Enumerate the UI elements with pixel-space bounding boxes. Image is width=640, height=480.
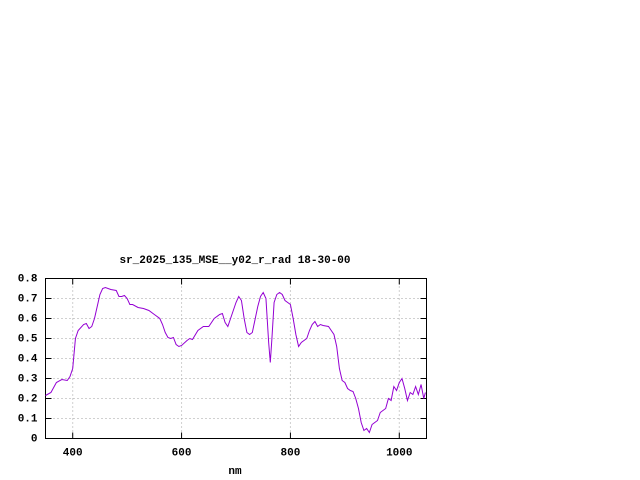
y-tick-label: 0.2 xyxy=(18,393,38,405)
y-tick-label: 0.3 xyxy=(18,373,38,385)
y-tick-label: 0 xyxy=(31,433,38,445)
y-tick-label: 0.7 xyxy=(18,293,38,305)
y-tick-label: 0.5 xyxy=(18,333,38,345)
y-tick-label: 0.1 xyxy=(18,413,38,425)
y-tick-label: 0.6 xyxy=(18,313,38,325)
x-tick-label: 600 xyxy=(172,447,192,459)
x-tick-label: 1000 xyxy=(386,447,412,459)
chart-title: sr_2025_135_MSE__y02_r_rad 18-30-00 xyxy=(119,255,350,267)
x-tick-label: 400 xyxy=(63,447,83,459)
x-axis-label: nm xyxy=(228,466,242,478)
y-tick-label: 0.8 xyxy=(18,273,38,285)
data-line xyxy=(45,286,426,434)
x-tick-label: 800 xyxy=(281,447,301,459)
y-tick-label: 0.4 xyxy=(18,353,38,365)
